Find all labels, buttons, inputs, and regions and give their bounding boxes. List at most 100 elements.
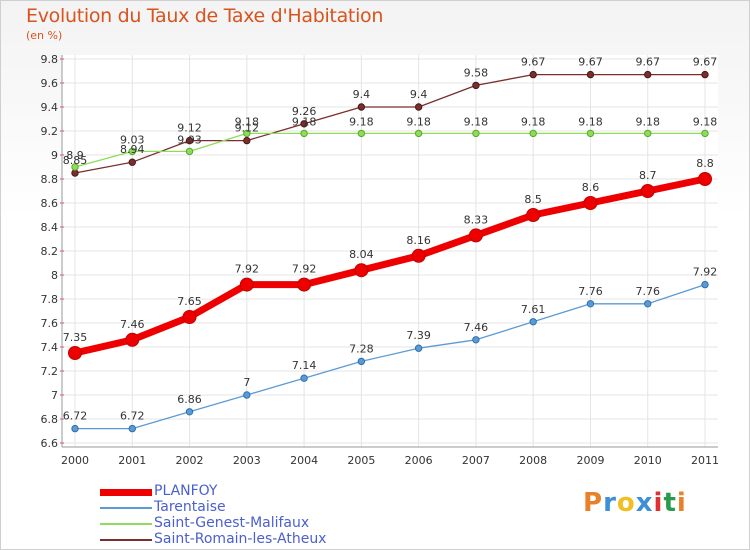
- data-point: [357, 357, 366, 366]
- x-tick-label: 2007: [462, 454, 490, 467]
- data-point: [529, 70, 537, 79]
- data-point: [529, 318, 537, 326]
- data-point: [698, 172, 712, 186]
- data-point: [300, 374, 308, 382]
- data-point: [125, 332, 140, 347]
- data-point: [185, 147, 194, 156]
- y-tick-label: 8.4: [41, 221, 59, 234]
- series-line-0: [74, 175, 706, 357]
- data-label: 9.12: [235, 122, 260, 135]
- line-chart: 6.6 6.8 7 7.2 7.4 7.6 7.8 8 8.2 8.4 8.6 8.8 9 9.2 9.4 9…: [41, 53, 720, 467]
- data-label: 6.86: [177, 393, 202, 406]
- series-line-1: [75, 283, 706, 430]
- data-label: 7.35: [63, 331, 88, 344]
- legend-label: PLANFOY: [154, 483, 218, 499]
- x-tick-label: 2006: [405, 454, 433, 467]
- logo-letter: r: [603, 488, 617, 518]
- grid: [62, 55, 718, 447]
- data-label: 9.18: [406, 115, 431, 128]
- data-point: [583, 196, 598, 210]
- legend-swatch: [100, 488, 152, 496]
- proxiti-logo: Proxiti: [583, 488, 687, 518]
- data-label: 9.18: [292, 115, 317, 128]
- data-label: 9.67: [578, 56, 603, 69]
- data-point: [644, 70, 652, 79]
- data-point: [414, 103, 423, 111]
- data-point: [529, 129, 537, 138]
- chart-title: Evolution du Taux de Taxe d'Habitation: [26, 5, 384, 27]
- logo-letter: x: [635, 488, 654, 518]
- data-point: [472, 336, 480, 344]
- x-tick-label: 2003: [233, 454, 261, 467]
- data-point: [526, 208, 541, 222]
- legend-label: Saint-Romain-les-Atheux: [154, 531, 327, 547]
- data-point: [243, 136, 251, 145]
- data-point: [182, 310, 197, 324]
- logo-letter: P: [583, 488, 604, 518]
- data-label: 9.67: [635, 56, 660, 69]
- data-point: [414, 129, 423, 138]
- data-point: [300, 120, 308, 128]
- data-label: 9.4: [353, 88, 371, 101]
- legend-item-planfoy[interactable]: PLANFOY: [100, 483, 360, 500]
- data-point: [472, 81, 480, 90]
- legend-swatch: [100, 523, 152, 525]
- data-point: [185, 408, 194, 416]
- y-tick-label: 9.6: [41, 77, 59, 90]
- data-label: 7.39: [406, 329, 431, 342]
- data-point: [71, 424, 79, 433]
- x-tick-label: 2002: [176, 454, 204, 467]
- x-tick-label: 2000: [61, 454, 89, 467]
- data-label: 8.7: [639, 169, 657, 182]
- data-point: [701, 70, 709, 79]
- axes: 6.6 6.8 7 7.2 7.4 7.6 7.8 8 8.2 8.4 8.6 8.8 9 9.2 9.4 9…: [41, 53, 720, 467]
- data-label: 7.76: [635, 285, 660, 298]
- data-label: 7: [243, 376, 250, 389]
- y-tick-label: 9.4: [41, 101, 59, 114]
- data-point: [243, 129, 251, 138]
- data-label: 9.58: [464, 66, 489, 79]
- data-label: 8.33: [464, 213, 489, 226]
- legend-item-saint-romain-les-atheux[interactable]: Saint-Romain-les-Atheux: [100, 531, 360, 548]
- data-label: 9.26: [292, 105, 317, 118]
- chart-subtitle: (en %): [26, 29, 63, 42]
- data-label: 6.72: [120, 410, 145, 423]
- data-label: 6.72: [63, 410, 88, 423]
- data-label: 9.67: [521, 56, 546, 69]
- y-tick-label: 8: [51, 269, 58, 282]
- data-point: [128, 158, 136, 166]
- data-label: 9.18: [635, 115, 660, 128]
- y-tick-label: 9: [51, 149, 58, 162]
- x-tick-label: 2001: [118, 454, 146, 467]
- y-tick-label: 9.2: [41, 125, 59, 138]
- data-labels: 8.85 8.94 9.12 9.12 9.26 9.4 9.4 9.58 9.67 9.67 9.…: [63, 56, 718, 423]
- data-label: 7.65: [177, 295, 202, 308]
- plot-area: [62, 55, 718, 443]
- data-point: [243, 391, 251, 399]
- data-point: [357, 129, 366, 138]
- data-label: 7.28: [349, 342, 374, 355]
- y-tick-label: 8.6: [41, 197, 59, 210]
- data-label: 8.85: [63, 154, 88, 167]
- x-tick-label: 2009: [576, 454, 604, 467]
- y-tick-label: 6.6: [41, 437, 59, 450]
- series-line-3: [74, 73, 705, 174]
- legend-item-tarentaise[interactable]: Tarentaise: [100, 499, 360, 516]
- data-label: 7.92: [693, 266, 718, 279]
- data-point: [640, 184, 655, 198]
- data-point: [472, 129, 480, 138]
- data-point: [297, 277, 312, 292]
- x-tick-label: 2004: [290, 454, 318, 467]
- data-label: 7.46: [464, 321, 489, 334]
- data-point: [71, 163, 79, 171]
- x-tick-label: 2008: [519, 454, 547, 467]
- data-point: [701, 129, 709, 138]
- data-point: [411, 248, 426, 263]
- legend-swatch: [100, 507, 152, 509]
- data-label: 9.03: [120, 133, 145, 146]
- series-group: [68, 70, 712, 433]
- logo-letter: t: [663, 488, 677, 518]
- data-point: [644, 300, 652, 308]
- legend-item-saint-genest-malifaux[interactable]: Saint-Genest-Malifaux: [100, 515, 360, 532]
- data-label: 7.61: [521, 303, 546, 316]
